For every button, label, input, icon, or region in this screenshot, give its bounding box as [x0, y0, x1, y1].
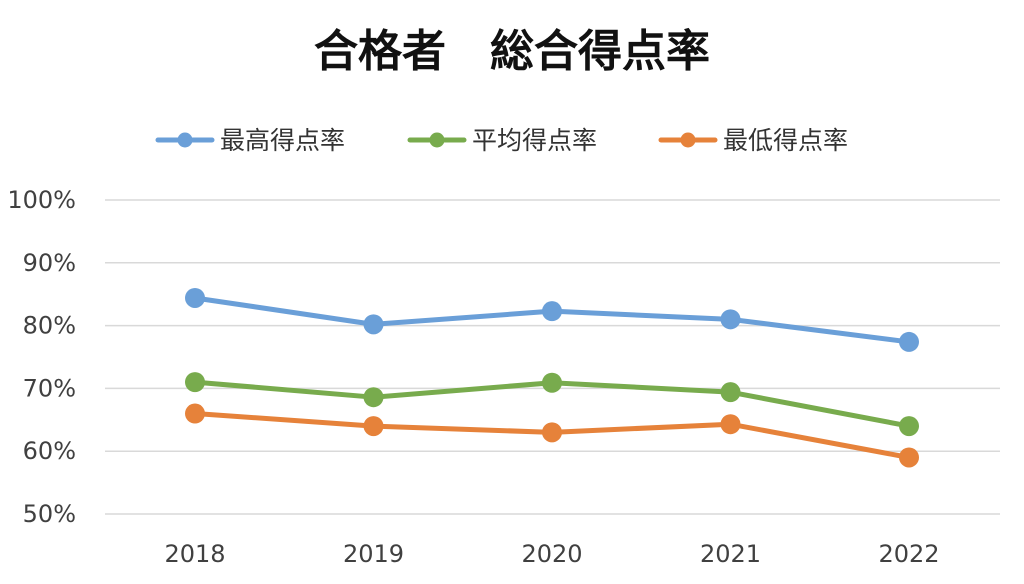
- legend-marker: [177, 132, 193, 148]
- data-point: [720, 382, 741, 403]
- data-point: [185, 372, 205, 393]
- x-tick-label: 2018: [164, 540, 225, 568]
- x-axis: 2018 2019 2020 2021 2022: [164, 540, 939, 568]
- data-point: [185, 287, 205, 308]
- data-point: [363, 416, 384, 437]
- legend-label: 平均得点率: [472, 126, 597, 155]
- legend-item: 平均得点率: [407, 126, 597, 155]
- y-tick-label: 60%: [23, 437, 76, 465]
- legend-item: 最高得点率: [155, 126, 345, 155]
- y-tick-label: 90%: [23, 249, 76, 277]
- data-point: [899, 416, 919, 437]
- series: [185, 403, 919, 468]
- series: [185, 287, 919, 352]
- data-point: [542, 301, 562, 322]
- series: [185, 372, 919, 437]
- chart-title: 合格者 総合得点率: [314, 26, 710, 77]
- legend-label: 最高得点率: [220, 126, 345, 155]
- legend-marker: [429, 132, 445, 148]
- x-tick-label: 2019: [343, 540, 404, 568]
- data-point: [542, 422, 562, 443]
- x-tick-label: 2022: [878, 540, 939, 568]
- y-tick-label: 80%: [23, 312, 76, 340]
- grid: [105, 199, 1000, 515]
- y-tick-label: 70%: [23, 374, 76, 402]
- y-axis: 50% 60% 70% 80% 90% 100%: [7, 186, 76, 528]
- data-point: [185, 403, 205, 424]
- data-point: [363, 314, 384, 335]
- y-tick-label: 100%: [7, 186, 76, 214]
- y-tick-label: 50%: [23, 500, 76, 528]
- data-point: [542, 372, 562, 393]
- data-point: [720, 414, 741, 435]
- plot-area: [185, 287, 919, 468]
- data-point: [899, 447, 919, 468]
- data-point: [720, 309, 741, 330]
- legend: 最高得点率 平均得点率 最低得点率: [155, 126, 848, 155]
- x-tick-label: 2021: [700, 540, 761, 568]
- legend-marker: [680, 132, 696, 148]
- x-tick-label: 2020: [521, 540, 582, 568]
- legend-label: 最低得点率: [723, 126, 848, 155]
- data-point: [899, 331, 919, 352]
- legend-item: 最低得点率: [658, 126, 848, 155]
- data-point: [363, 387, 384, 408]
